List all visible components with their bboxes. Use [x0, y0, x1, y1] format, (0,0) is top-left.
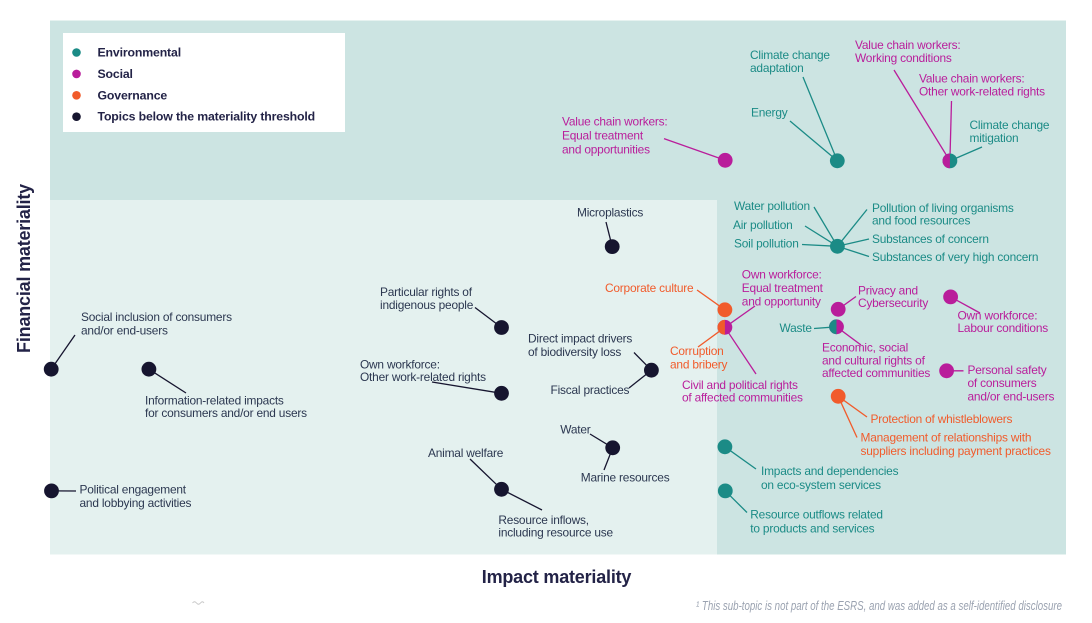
svg-text:Labour conditions: Labour conditions [958, 321, 1049, 335]
svg-text:Governance: Governance [98, 88, 168, 102]
svg-text:mitigation: mitigation [970, 131, 1019, 145]
svg-text:Social: Social [98, 67, 133, 81]
svg-text:indigenous people: indigenous people [380, 298, 474, 312]
svg-text:Value chain workers:: Value chain workers: [562, 115, 668, 129]
svg-text:Water pollution: Water pollution [734, 199, 810, 213]
svg-text:Financial materiality: Financial materiality [14, 184, 34, 353]
svg-text:Own workforce:: Own workforce: [958, 309, 1038, 323]
svg-text:to products and services: to products and services [750, 522, 874, 536]
svg-text:Economic, social: Economic, social [822, 341, 908, 355]
svg-text:Equal treatment: Equal treatment [742, 281, 824, 295]
svg-text:affected communities: affected communities [822, 366, 930, 380]
svg-text:Microplastics: Microplastics [577, 206, 643, 220]
svg-text:and/or end-users: and/or end-users [968, 389, 1055, 403]
svg-text:Energy: Energy [751, 106, 788, 120]
svg-text:Direct impact drivers: Direct impact drivers [528, 332, 632, 346]
svg-text:of affected communities: of affected communities [682, 391, 803, 405]
svg-text:Environmental: Environmental [98, 46, 181, 60]
svg-text:Resource inflows,: Resource inflows, [498, 513, 588, 527]
svg-text:Equal treatment: Equal treatment [562, 129, 644, 143]
svg-text:Corporate culture: Corporate culture [605, 281, 694, 295]
svg-text:suppliers including payment pr: suppliers including payment practices [861, 444, 1051, 458]
svg-text:Waste: Waste [780, 321, 813, 335]
svg-text:Climate change: Climate change [750, 48, 830, 62]
svg-text:¹ This sub-topic is not part o: ¹ This sub-topic is not part of the ESRS… [696, 599, 1062, 613]
svg-text:and bribery: and bribery [670, 358, 728, 372]
svg-text:and opportunities: and opportunities [562, 143, 650, 157]
svg-text:Civil and political rights: Civil and political rights [682, 378, 798, 392]
svg-text:Topics below the materiality t: Topics below the materiality threshold [98, 110, 316, 124]
svg-text:Information-related impacts: Information-related impacts [145, 393, 284, 407]
svg-text:Personal safety: Personal safety [968, 363, 1047, 377]
svg-text:for consumers and/or end users: for consumers and/or end users [145, 406, 307, 420]
svg-text:Other work-related rights: Other work-related rights [360, 370, 486, 384]
svg-text:Substances of concern: Substances of concern [872, 232, 989, 246]
svg-text:adaptation: adaptation [750, 61, 804, 75]
svg-text:Privacy and: Privacy and [858, 284, 918, 298]
svg-text:Marine resources: Marine resources [581, 470, 670, 484]
svg-text:Value chain workers:: Value chain workers: [919, 72, 1025, 86]
svg-text:and food resources: and food resources [872, 213, 970, 227]
svg-text:Air pollution: Air pollution [733, 218, 793, 232]
svg-text:Own workforce:: Own workforce: [360, 358, 440, 372]
svg-text:Soil pollution: Soil pollution [734, 237, 799, 251]
svg-text:Management of relationships wi: Management of relationships with [861, 431, 1032, 445]
svg-text:on eco-system services: on eco-system services [761, 478, 881, 492]
svg-text:Working conditions: Working conditions [855, 51, 952, 65]
svg-text:and opportunity: and opportunity [742, 295, 821, 309]
svg-text:of biodiversity loss: of biodiversity loss [528, 345, 621, 359]
svg-text:Own workforce:: Own workforce: [742, 268, 822, 282]
svg-text:Political engagement: Political engagement [80, 482, 187, 496]
svg-text:and/or end-users: and/or end-users [81, 323, 168, 337]
svg-text:of consumers: of consumers [968, 376, 1037, 390]
svg-text:Other work-related rights: Other work-related rights [919, 85, 1045, 99]
svg-text:Protection of whistleblowers: Protection of whistleblowers [871, 412, 1013, 426]
svg-text:Water: Water [560, 423, 591, 437]
svg-text:Social inclusion of consumers: Social inclusion of consumers [81, 310, 232, 324]
svg-text:Pollution of living organisms: Pollution of living organisms [872, 201, 1014, 215]
svg-text:and lobbying activities: and lobbying activities [80, 496, 192, 510]
svg-text:Fiscal practices: Fiscal practices [551, 383, 630, 397]
svg-text:Resource outflows related: Resource outflows related [750, 508, 882, 522]
svg-text:Corruption: Corruption [670, 344, 724, 358]
svg-text:Particular rights of: Particular rights of [380, 285, 473, 299]
svg-text:including resource use: including resource use [498, 526, 613, 540]
svg-text:Cybersecurity: Cybersecurity [858, 296, 928, 310]
svg-text:Animal welfare: Animal welfare [428, 446, 504, 460]
svg-text:Impacts and dependencies: Impacts and dependencies [761, 464, 899, 478]
svg-text:Climate change: Climate change [970, 118, 1050, 132]
svg-text:Impact materiality: Impact materiality [482, 567, 632, 587]
svg-text:Substances of very high concer: Substances of very high concern [872, 250, 1038, 264]
svg-text:and cultural rights of: and cultural rights of [822, 353, 926, 367]
svg-text:Value chain workers:: Value chain workers: [855, 38, 961, 52]
